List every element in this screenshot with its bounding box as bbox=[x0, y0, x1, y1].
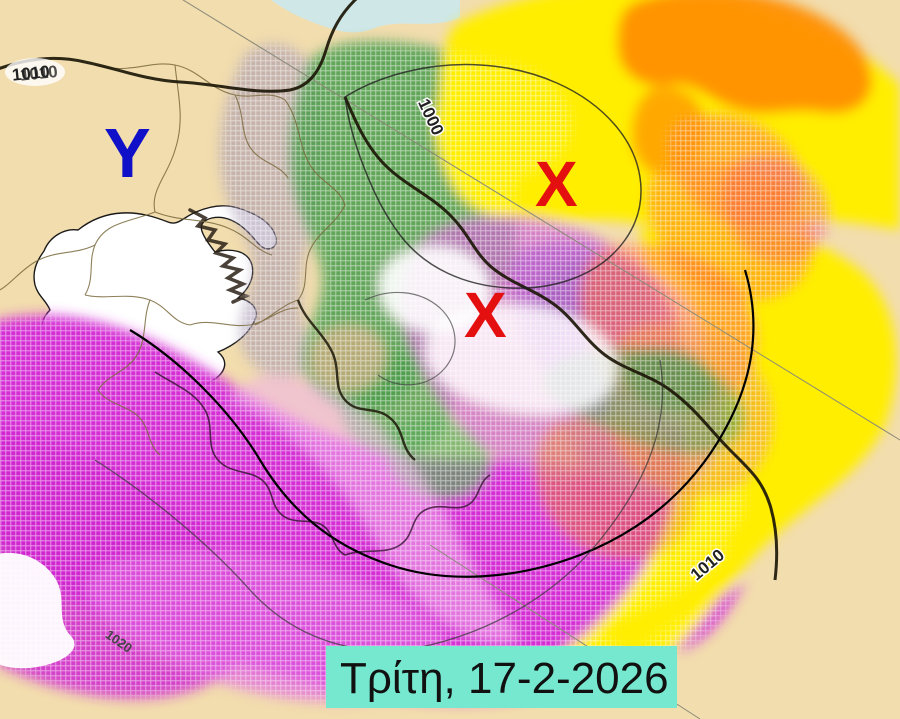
svg-text:Τρίτη, 17-2-2026: Τρίτη, 17-2-2026 bbox=[340, 654, 669, 703]
svg-text:Y: Y bbox=[104, 114, 151, 192]
svg-text:X: X bbox=[464, 279, 507, 351]
svg-text:1010: 1010 bbox=[19, 62, 59, 85]
svg-text:X: X bbox=[535, 148, 578, 220]
